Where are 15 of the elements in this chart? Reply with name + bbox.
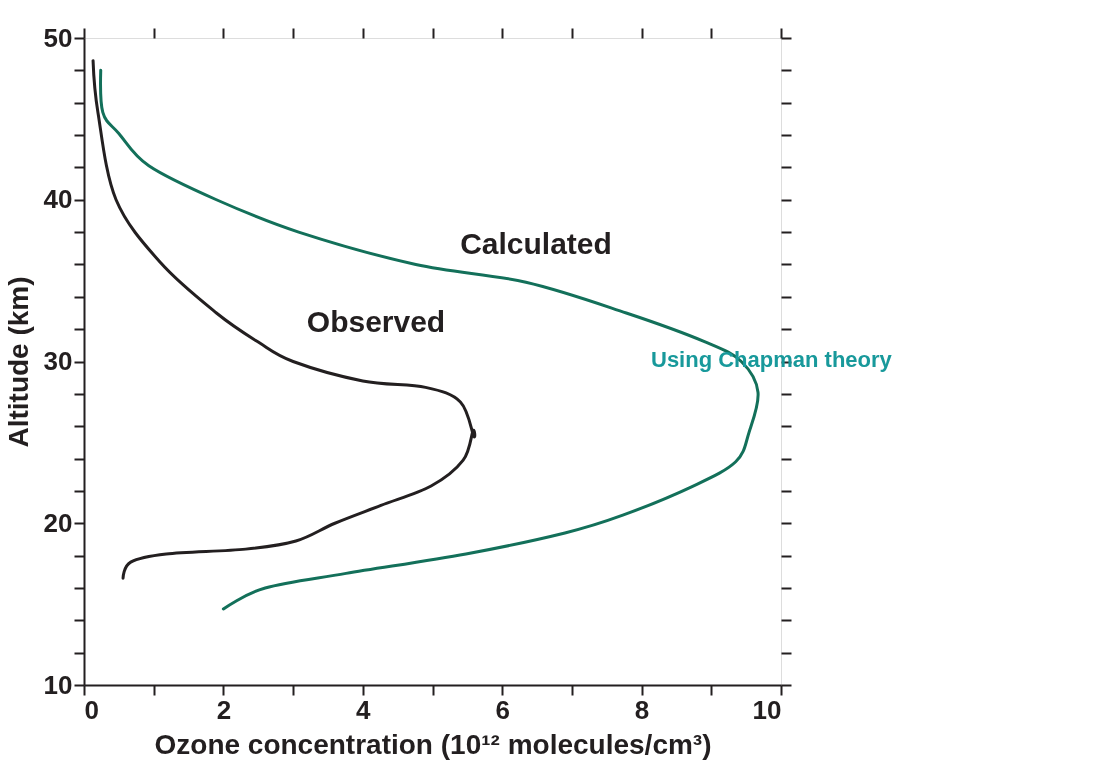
x-tick-label: 6 <box>495 694 510 725</box>
y-tick-label: 30 <box>43 346 73 376</box>
y-tick-label: 40 <box>43 184 73 215</box>
annotation: Observed <box>306 305 446 338</box>
x-axis-title: Ozone concentration (10¹² molecules/cm³) <box>154 728 712 760</box>
x-tick-label: 4 <box>356 694 372 725</box>
x-tick-label: 10 <box>752 694 782 725</box>
x-tick-label: 0 <box>84 694 99 725</box>
x-tick-label: 2 <box>216 694 232 725</box>
x-tick-label: 8 <box>634 694 650 725</box>
annotation: Calculated <box>460 227 612 260</box>
y-tick-label: 10 <box>43 669 73 700</box>
y-axis-title: Altitude (km) <box>2 276 34 448</box>
y-tick-label: 20 <box>43 507 73 538</box>
y-tick-label: 50 <box>43 22 73 53</box>
